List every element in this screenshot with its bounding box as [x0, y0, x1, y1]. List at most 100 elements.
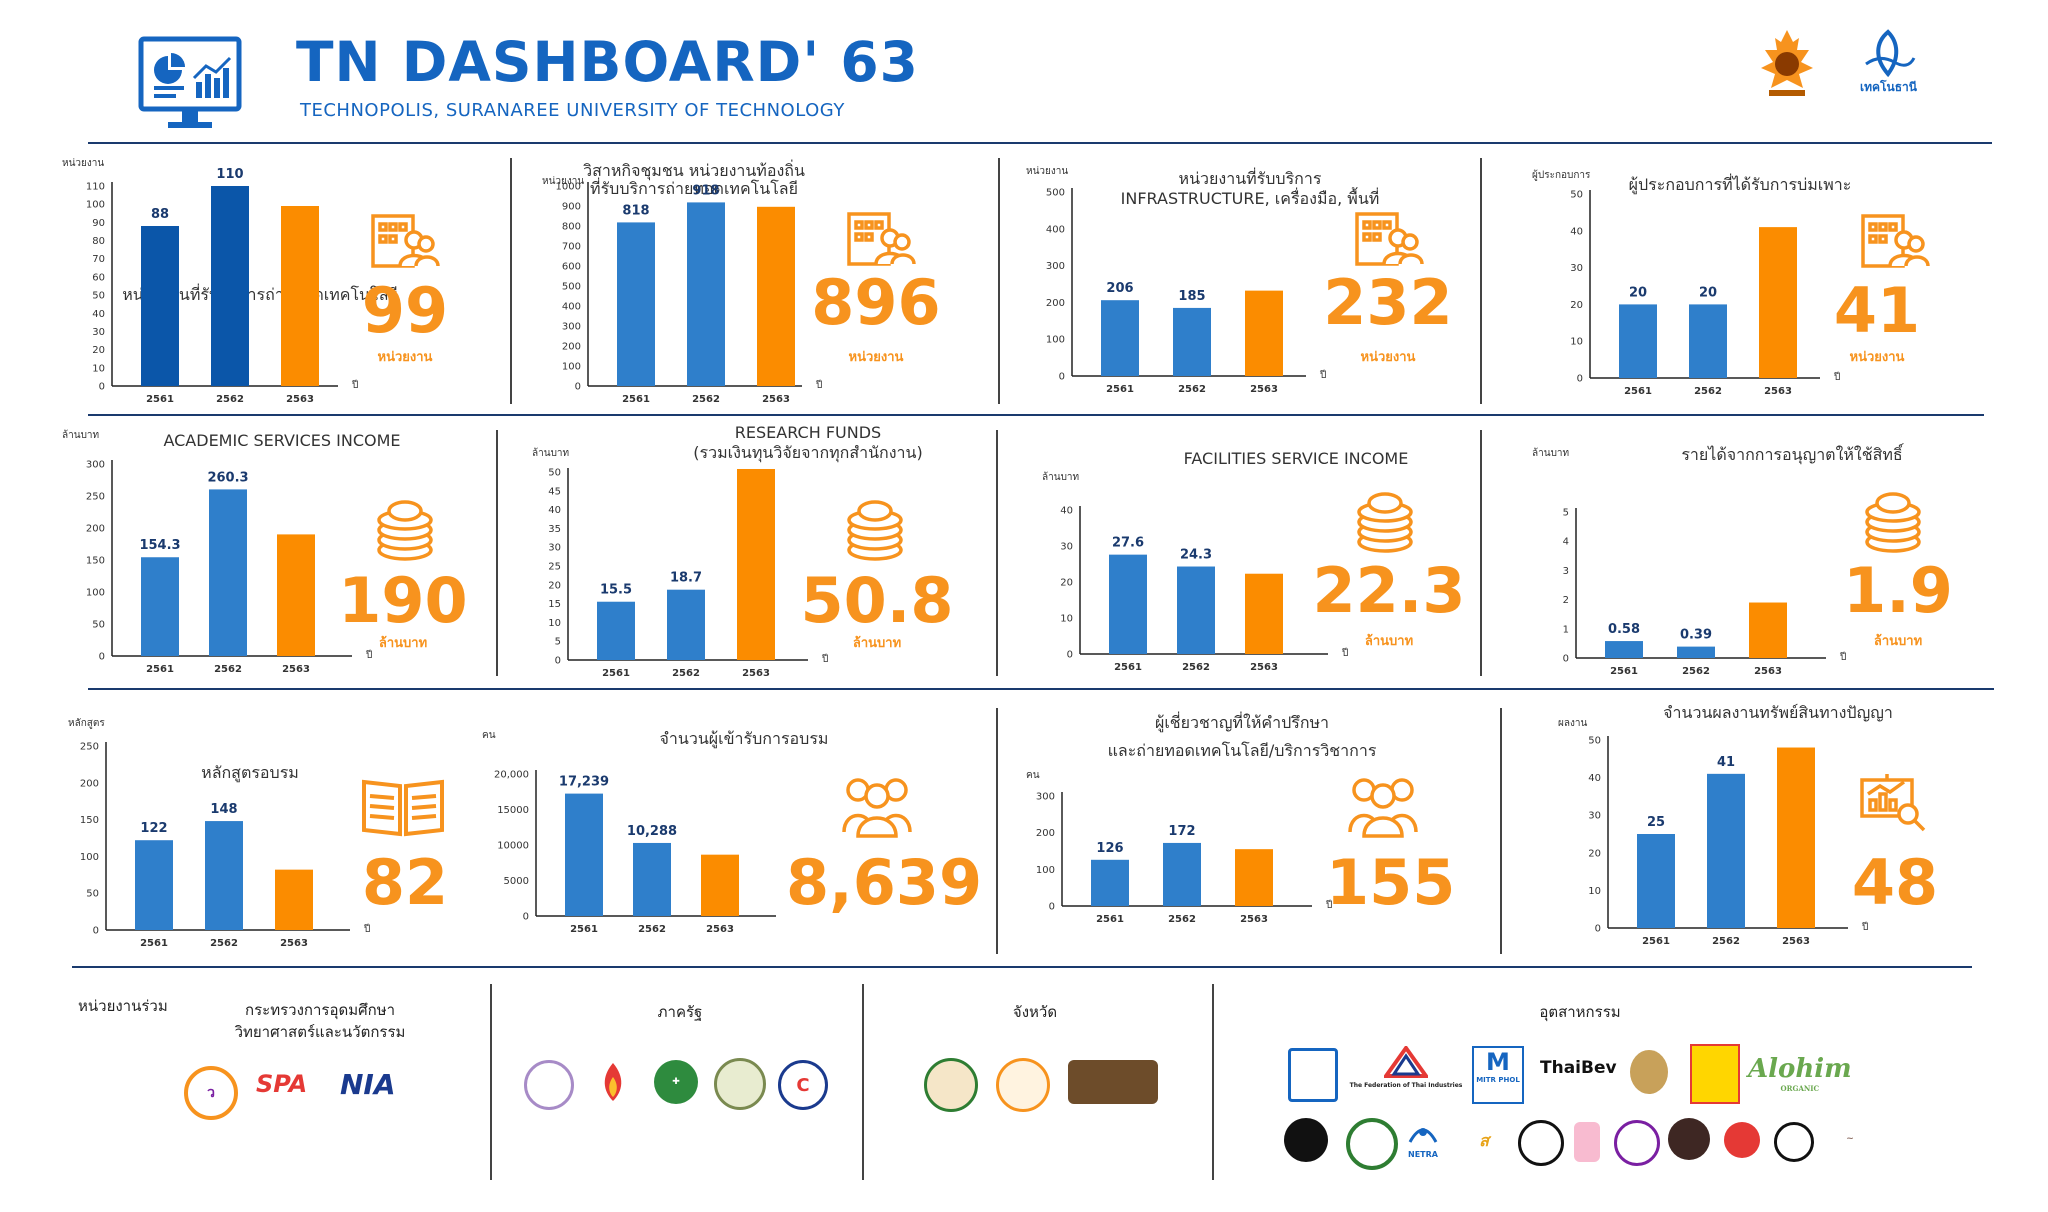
y-tick-label: 300	[86, 460, 105, 471]
y-tick-label: 15	[548, 599, 561, 610]
y-tick-label: 20	[1588, 848, 1601, 859]
x-tick-label: 2562	[1182, 662, 1210, 673]
kpi-unit: หน่วยงาน	[377, 350, 433, 365]
industry-brand-icon	[1518, 1120, 1564, 1166]
x-tick-label: 2561	[1114, 662, 1142, 673]
x-tick-label: 2562	[1694, 386, 1722, 397]
chart-academic-services-income: ACADEMIC SERVICES INCOME ล้านบาท 0 50 100 150…	[62, 429, 401, 675]
y-tick-label: 5	[1563, 508, 1569, 519]
y-tick-label: 40	[1570, 226, 1583, 237]
data-label: 41	[1717, 755, 1735, 770]
y-tick-label: 100	[86, 200, 105, 211]
data-label: 27.6	[1112, 536, 1144, 551]
y-tick-label: 500	[1046, 188, 1065, 199]
x-tick-label: 2562	[1682, 666, 1710, 677]
y-tick-label: 10	[1588, 886, 1601, 897]
kpi-unit: ล้านบาท	[852, 636, 902, 651]
col-divider	[996, 708, 998, 954]
y-axis-unit: หลักสูตร	[68, 718, 105, 729]
col-divider	[490, 984, 492, 1180]
province-seal-icon	[924, 1058, 978, 1112]
chart-title: จำนวนผลงานทรัพย์สินทางปัญญา	[1663, 703, 1893, 722]
y-tick-label: 60	[92, 272, 105, 283]
y-tick-label: 150	[80, 815, 99, 826]
industry-brand-icon	[1284, 1118, 1328, 1162]
x-tick-label: 2561	[1106, 384, 1134, 395]
kpi-value: 190	[338, 564, 468, 637]
y-tick-label: 20	[548, 580, 561, 591]
x-tick-label: 2561	[622, 394, 650, 405]
x-axis-unit: ปี	[1319, 369, 1326, 381]
coin-stack-icon	[1357, 492, 1413, 553]
y-tick-label: 0	[99, 382, 105, 393]
page-title: TN DASHBOARD' 63	[296, 30, 919, 94]
mitr-phol-logo: M MITR PHOL	[1472, 1046, 1524, 1104]
y-tick-label: 5	[555, 637, 561, 648]
x-tick-label: 2563	[286, 394, 314, 405]
bar-2561	[1619, 304, 1657, 378]
y-axis-unit: ผลงาน	[1558, 718, 1587, 729]
y-tick-label: 40	[1588, 773, 1601, 784]
y-tick-label: 300	[1046, 261, 1065, 272]
government-agency-icon: C	[778, 1060, 828, 1110]
data-label: 18.7	[670, 571, 702, 586]
y-tick-label: 40	[1060, 506, 1073, 517]
data-label: 17,239	[559, 775, 609, 790]
industry-star-brand-icon	[1690, 1044, 1740, 1104]
y-tick-label: 50	[1570, 190, 1583, 201]
kpi-value: 82	[361, 846, 449, 919]
people-group-icon	[1348, 778, 1418, 838]
y-tick-label: 30	[1060, 542, 1073, 553]
x-tick-label: 2562	[1178, 384, 1206, 395]
bar-2563	[1245, 290, 1283, 376]
building-people-icon	[847, 212, 916, 266]
y-tick-label: 900	[562, 202, 581, 213]
col-divider	[510, 158, 512, 404]
industry-label: อุตสาหกรรม	[1539, 1003, 1621, 1021]
y-tick-label: 0	[1049, 902, 1055, 913]
x-tick-label: 2562	[1168, 914, 1196, 925]
y-tick-label: 40	[92, 309, 105, 320]
y-tick-label: 4	[1563, 537, 1569, 548]
chart-subtitle: และถ่ายทอดเทคโนโลยี/บริการวิชาการ	[1108, 741, 1377, 760]
thaibev-logo: ThaiBev	[1540, 1058, 1617, 1078]
y-tick-label: 30	[1588, 811, 1601, 822]
chart-incubated-entrepreneurs: ผู้ประกอบการที่ได้รับการบ่มเพาะ ผู้ประกอบ…	[1532, 169, 1851, 397]
data-label: 206	[1106, 281, 1133, 296]
x-tick-label: 2562	[216, 394, 244, 405]
open-book-icon	[362, 779, 444, 837]
data-label: 88	[151, 207, 169, 222]
data-label: 148	[210, 802, 237, 817]
data-label: 122	[140, 821, 167, 836]
chart-title: หน่วยงานที่รับบริการ	[1179, 167, 1322, 188]
y-tick-label: 100	[1036, 865, 1055, 876]
data-label: 185	[1178, 289, 1205, 304]
y-tick-label: 100	[1046, 335, 1065, 346]
x-axis-unit: ปี	[1325, 899, 1332, 911]
kpi-unit: หน่วยงาน	[1849, 350, 1905, 365]
bar-2562	[211, 186, 249, 386]
kpi-value: 896	[811, 266, 941, 339]
chart-title: รายได้จากการอนุญาตให้ใช้สิทธิ์	[1681, 443, 1904, 465]
x-axis-unit: ปี	[1341, 647, 1348, 659]
divider-row2	[88, 688, 1994, 690]
x-tick-label: 2563	[1764, 386, 1792, 397]
y-tick-label: 200	[86, 524, 105, 535]
data-label: 25	[1647, 815, 1665, 830]
data-label: 20	[1699, 285, 1717, 300]
x-tick-label: 2563	[1754, 666, 1782, 677]
presentation-magnifier-icon	[1860, 774, 1926, 832]
government-label: ภาครัฐ	[657, 1003, 703, 1021]
bar-2563	[277, 534, 315, 656]
bar-2562	[1163, 842, 1201, 906]
spa-logo: SPA	[256, 1070, 308, 1098]
y-tick-label: 200	[562, 342, 581, 353]
x-tick-label: 2563	[742, 668, 770, 679]
y-tick-label: 70	[92, 254, 105, 265]
chart-title: FACILITIES SERVICE INCOME	[1184, 449, 1409, 468]
kpi-value: 50.8	[800, 564, 954, 637]
y-tick-label: 20,000	[494, 770, 529, 781]
y-tick-label: 300	[1036, 792, 1055, 803]
industry-brand-icon	[1774, 1122, 1814, 1162]
bar-2563	[737, 468, 775, 660]
